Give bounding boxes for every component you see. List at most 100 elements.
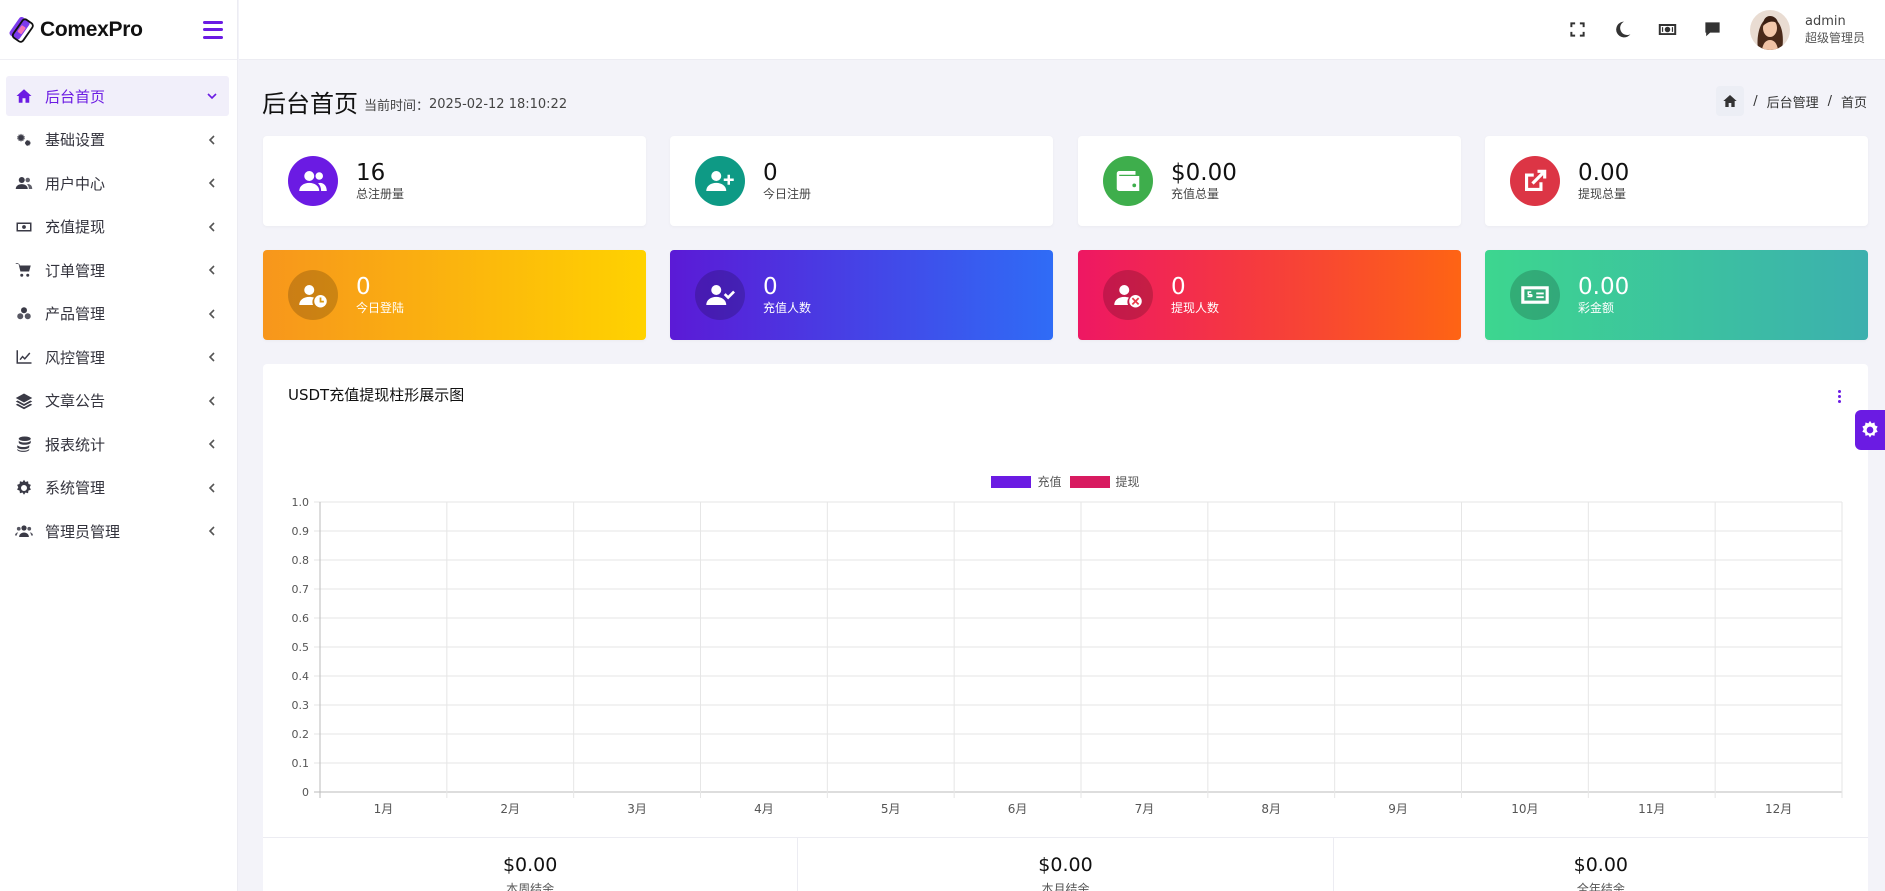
- balance-summary: $0.00 本周结余 $0.00 本月结余 $0.00 全年结余: [263, 837, 1868, 891]
- breadcrumb-item[interactable]: 后台管理: [1766, 95, 1819, 111]
- gear-icon: [1862, 420, 1878, 438]
- users-icon: [288, 156, 338, 206]
- chart-title: USDT充值提现柱形展示图: [288, 386, 465, 404]
- sidebar-item-reports[interactable]: 报表统计: [6, 424, 229, 464]
- brand-bar: ComexPro: [0, 0, 237, 60]
- summary-year: $0.00 全年结余: [1334, 838, 1868, 891]
- y-tick-label: 0.4: [292, 670, 310, 683]
- summary-value: $0.00: [1573, 854, 1629, 876]
- sidebar: ComexPro 后台首页 基础设置 用户中心 充值提现 订单管理: [0, 0, 238, 891]
- stat-value: 0: [763, 160, 778, 186]
- boxes-icon: [13, 305, 35, 323]
- y-tick-label: 0.9: [292, 525, 310, 538]
- sidebar-item-products[interactable]: 产品管理: [6, 294, 229, 334]
- x-tick-label: 4月: [754, 802, 774, 816]
- chevron-left-icon: [201, 351, 223, 363]
- y-tick-label: 0.2: [292, 728, 310, 741]
- x-tick-label: 10月: [1511, 802, 1538, 816]
- sidebar-item-basic-settings[interactable]: 基础设置: [6, 120, 229, 160]
- summary-label: 本周结余: [506, 882, 555, 891]
- layers-icon: [13, 392, 35, 410]
- page-title: 后台首页: [262, 89, 358, 118]
- user-group-icon: [13, 522, 35, 540]
- stat-card-total-registrations: 16 总注册量: [263, 136, 646, 226]
- chevron-left-icon: [201, 525, 223, 537]
- stat-card-today-logins: 0 今日登陆: [263, 250, 646, 340]
- more-vertical-icon[interactable]: [1836, 390, 1842, 404]
- stat-label: 提现人数: [1171, 301, 1220, 315]
- menu-toggle-button[interactable]: [203, 20, 223, 39]
- sidebar-item-label: 充值提现: [45, 218, 106, 236]
- fullscreen-icon[interactable]: [1567, 19, 1589, 41]
- chevron-down-icon: [201, 90, 223, 102]
- sidebar-item-label: 订单管理: [45, 261, 106, 280]
- x-tick-label: 6月: [1008, 802, 1028, 816]
- gears-icon: [13, 131, 35, 149]
- y-tick-label: 0: [302, 786, 309, 799]
- chevron-left-icon: [201, 308, 223, 320]
- chevron-left-icon: [201, 482, 223, 494]
- breadcrumb-item-current: 首页: [1840, 95, 1867, 111]
- legend-swatch: [1069, 475, 1110, 488]
- breadcrumb-home-icon[interactable]: [1716, 86, 1745, 116]
- y-tick-label: 0.8: [292, 554, 310, 567]
- breadcrumb: / 后台管理 / 首页: [1716, 86, 1867, 116]
- user-name: admin: [1804, 13, 1846, 29]
- y-tick-label: 0.6: [292, 612, 310, 625]
- stat-value: $0.00: [1171, 160, 1237, 186]
- stat-value: 0.00: [1578, 160, 1630, 186]
- sidebar-item-orders[interactable]: 订单管理: [6, 250, 229, 290]
- legend-item-deposit[interactable]: 充值: [991, 473, 1062, 490]
- x-tick-label: 8月: [1261, 802, 1281, 816]
- summary-value: $0.00: [1038, 854, 1093, 876]
- sidebar-item-user-center[interactable]: 用户中心: [6, 163, 229, 203]
- money-check-icon: [1510, 270, 1560, 320]
- sidebar-item-label: 后台首页: [45, 87, 106, 106]
- stat-value: 16: [356, 160, 386, 186]
- sidebar-item-risk-control[interactable]: 风控管理: [6, 337, 229, 377]
- brand-logo-link[interactable]: ComexPro: [8, 16, 143, 44]
- legend-label: 提现: [1115, 475, 1140, 489]
- wallet-icon: [1103, 156, 1153, 206]
- logo-icon: [9, 16, 34, 43]
- coins-icon: [13, 435, 35, 453]
- sidebar-item-articles[interactable]: 文章公告: [6, 381, 229, 421]
- breadcrumb-separator: /: [1827, 93, 1832, 109]
- sidebar-nav: 后台首页 基础设置 用户中心 充值提现 订单管理 产品管理: [0, 60, 237, 551]
- stat-label: 总注册量: [356, 187, 405, 201]
- chat-icon[interactable]: [1702, 19, 1724, 41]
- brand-name: ComexPro: [40, 17, 143, 41]
- sidebar-item-label: 基础设置: [45, 131, 106, 149]
- stat-card-bonus-amount: 0.00 彩金额: [1485, 250, 1868, 340]
- chart-legend: 充值 提现: [263, 473, 1868, 490]
- summary-week: $0.00 本周结余: [263, 838, 799, 891]
- user-times-icon: [1103, 270, 1153, 320]
- x-tick-label: 2月: [500, 802, 520, 816]
- stat-value: 0: [356, 274, 371, 300]
- moon-icon[interactable]: [1612, 19, 1634, 41]
- chevron-left-icon: [201, 395, 223, 407]
- x-tick-label: 9月: [1388, 802, 1408, 816]
- user-info: admin 超级管理员: [1805, 13, 1865, 47]
- page-heading: 后台首页 当前时间： 2025-02-12 18:10:22 / 后台管理 / …: [262, 82, 1867, 120]
- stat-value: 0: [1171, 274, 1186, 300]
- chevron-left-icon: [201, 221, 223, 233]
- chart-panel: USDT充值提现柱形展示图 充值 提现 1.0 0.9 0.8 0.7 0.6 0.5 0.…: [263, 364, 1868, 891]
- sidebar-item-admins[interactable]: 管理员管理: [6, 511, 229, 551]
- x-tick-label: 11月: [1638, 802, 1665, 816]
- sidebar-item-dashboard[interactable]: 后台首页: [6, 76, 229, 116]
- line-chart-icon: [13, 348, 35, 366]
- legend-item-withdraw[interactable]: 提现: [1069, 473, 1140, 490]
- sidebar-item-label: 用户中心: [45, 174, 106, 193]
- x-tick-label: 12月: [1765, 802, 1792, 816]
- settings-panel-toggle[interactable]: [1855, 410, 1885, 450]
- stat-card-today-registrations: 0 今日注册: [670, 136, 1053, 226]
- external-link-icon: [1510, 156, 1560, 206]
- stat-label: 提现总量: [1578, 187, 1627, 201]
- sidebar-item-deposit-withdraw[interactable]: 充值提现: [6, 207, 229, 247]
- sidebar-item-system[interactable]: 系统管理: [6, 468, 229, 508]
- user-menu[interactable]: admin 超级管理员: [1749, 9, 1865, 50]
- sidebar-item-label: 管理员管理: [45, 522, 121, 541]
- cash-icon[interactable]: [1657, 19, 1679, 41]
- top-bar: admin 超级管理员: [239, 0, 1885, 60]
